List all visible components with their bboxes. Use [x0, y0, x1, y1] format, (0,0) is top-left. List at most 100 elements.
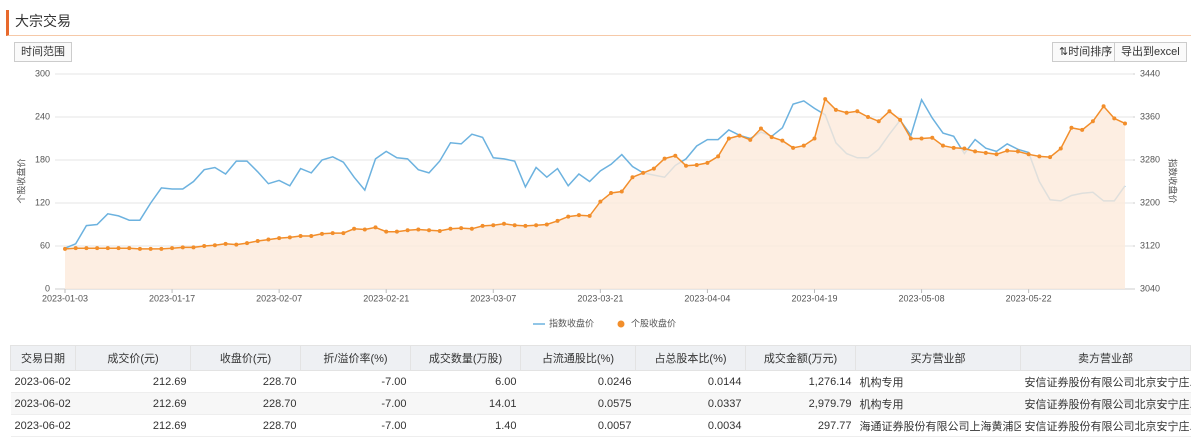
point — [202, 244, 207, 248]
point — [448, 226, 453, 231]
line — [64, 97, 1126, 250]
point — [673, 153, 678, 158]
range-button[interactable]: 时间范围 — [14, 42, 72, 62]
point — [641, 170, 646, 175]
table-cell: 0.0144 — [635, 370, 746, 393]
y2-tick-label: 3280 — [1140, 154, 1160, 164]
point — [63, 246, 67, 251]
x-tick-label: 2023-01-03 — [42, 293, 88, 303]
y-tick-label: 240 — [35, 111, 50, 121]
point — [716, 154, 721, 159]
point — [1069, 125, 1074, 130]
point — [116, 246, 121, 251]
point — [662, 156, 667, 161]
point — [148, 246, 153, 251]
point — [191, 245, 196, 250]
point — [212, 243, 217, 248]
point — [694, 163, 699, 168]
point — [255, 238, 260, 243]
point — [234, 242, 239, 247]
table-cell: 0.0246 — [520, 370, 636, 393]
x-tick-label: 2023-02-21 — [363, 293, 409, 303]
x-tick-label: 2023-03-07 — [470, 293, 516, 303]
point — [609, 190, 614, 195]
point — [1090, 119, 1095, 124]
table-cell: 0.0337 — [635, 392, 746, 415]
y-axis-label: 个股收盘价 — [15, 158, 26, 203]
point — [962, 146, 967, 151]
table-cell: 212.69 — [75, 392, 191, 415]
point — [555, 218, 560, 223]
point — [898, 117, 903, 122]
point — [480, 223, 485, 228]
table-cell: 机构专用 — [855, 392, 1021, 415]
table-cell: 2023-06-02 — [10, 392, 76, 415]
point — [223, 241, 228, 246]
x-tick-label: 2023-02-07 — [256, 293, 302, 303]
legend-label: 指数收盘价 — [549, 317, 594, 328]
point — [373, 225, 378, 230]
point — [951, 145, 956, 150]
point — [405, 228, 410, 233]
point — [319, 231, 324, 236]
point — [523, 223, 528, 228]
table-cell: 机构专用 — [855, 370, 1021, 393]
table-cell: 安信证券股份有限公司北京安宁庄... — [1020, 370, 1191, 393]
point — [1048, 155, 1053, 160]
point — [983, 150, 988, 155]
table-cell: 6.00 — [410, 370, 521, 393]
point — [159, 246, 164, 251]
section-title: 大宗交易 — [6, 10, 1191, 36]
point — [512, 223, 517, 228]
point — [309, 233, 314, 238]
export-button[interactable]: 导出到excel — [1114, 42, 1187, 62]
chart: 0 60 120 180 240 300 3040 3120 3200 3280 3360 3440 个… — [15, 68, 1178, 328]
point — [1101, 104, 1106, 109]
point — [780, 138, 785, 143]
point — [598, 199, 603, 204]
point — [362, 227, 367, 232]
point — [1037, 154, 1042, 159]
y-tick-label: 60 — [40, 240, 50, 250]
legend-swatch — [617, 320, 625, 328]
table-cell: 0.0034 — [635, 414, 746, 437]
point — [823, 97, 828, 102]
point — [587, 213, 592, 218]
point — [651, 166, 656, 171]
point — [973, 149, 978, 154]
table-cell: 228.70 — [190, 370, 301, 393]
point — [940, 143, 945, 148]
point — [576, 213, 581, 218]
point — [459, 226, 464, 231]
point — [127, 246, 132, 251]
y-tick-label: 300 — [35, 68, 50, 78]
point — [876, 119, 881, 124]
column-header: 占流通股比(%) — [520, 345, 636, 371]
y2-tick-label: 3040 — [1140, 283, 1160, 293]
table-cell: -7.00 — [300, 414, 411, 437]
point — [437, 228, 442, 233]
y2-tick-label: 3120 — [1140, 240, 1160, 250]
y2-tick-label: 3440 — [1140, 68, 1160, 78]
point — [427, 228, 432, 233]
table-cell: 安信证券股份有限公司北京安宁庄... — [1020, 414, 1191, 437]
point — [705, 160, 710, 165]
point — [137, 246, 142, 251]
point — [684, 163, 689, 168]
x-tick-label: 2023-04-19 — [791, 293, 837, 303]
point — [394, 229, 399, 234]
table-cell: 海通证券股份有限公司上海黄浦区... — [855, 414, 1021, 437]
column-header: 折/溢价率(%) — [300, 345, 411, 371]
x-tick-label: 2023-03-21 — [577, 293, 623, 303]
table-cell: 2023-06-02 — [10, 414, 76, 437]
point — [330, 231, 335, 236]
point — [544, 222, 549, 227]
table-row: 2023-06-02 212.69 228.70 -7.00 6.00 0.0246 0.0… — [10, 370, 1191, 393]
column-header: 占总股本比(%) — [635, 345, 746, 371]
sort-button[interactable]: ⇅时间排序 — [1052, 42, 1120, 62]
area — [65, 99, 1125, 289]
point — [833, 107, 838, 112]
table-cell: 2,979.79 — [745, 392, 856, 415]
table-cell: 安信证券股份有限公司北京安宁庄... — [1020, 392, 1191, 415]
